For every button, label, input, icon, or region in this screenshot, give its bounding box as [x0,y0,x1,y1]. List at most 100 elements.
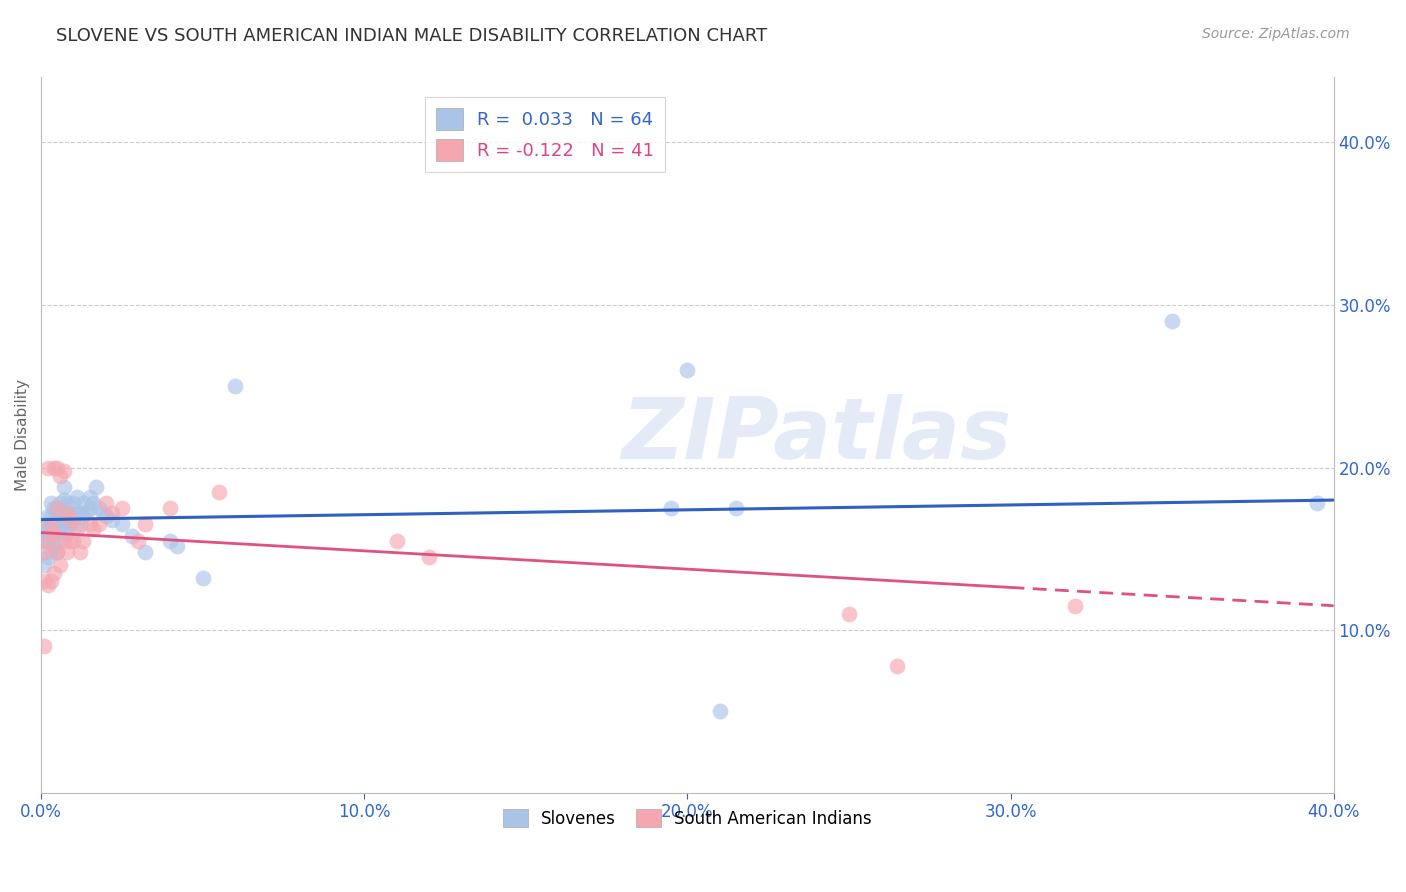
Point [121,529,143,543]
Point [49,525,72,540]
Point [66,522,89,536]
Point [224,379,246,393]
Point [56,509,79,524]
Point [37,533,59,548]
Point [39,509,62,524]
Point [49,468,72,483]
Point [94,496,117,510]
Point [82,522,104,536]
Point [59,512,82,526]
Point [49,512,72,526]
Point [34,574,56,589]
Point [37,533,59,548]
Point [709,705,731,719]
Point [94,509,117,524]
Point [385,533,408,548]
Point [191,571,214,585]
Point [1161,314,1184,328]
Point [84,480,107,494]
Point [37,577,59,591]
Point [34,533,56,548]
Point [52,533,75,548]
Point [42,501,65,516]
Point [659,501,682,516]
Point [724,501,747,516]
Point [46,533,69,548]
Point [56,496,79,510]
Point [42,525,65,540]
Point [69,506,91,520]
Point [37,517,59,532]
Point [42,539,65,553]
Point [46,545,69,559]
Point [62,496,84,510]
Text: Source: ZipAtlas.com: Source: ZipAtlas.com [1202,27,1350,41]
Point [49,496,72,510]
Point [34,517,56,532]
Point [82,496,104,510]
Point [159,533,181,548]
Point [39,574,62,589]
Point [46,522,69,536]
Point [676,363,699,377]
Point [59,506,82,520]
Point [46,460,69,475]
Point [89,501,111,516]
Point [39,529,62,543]
Point [75,506,97,520]
Point [62,512,84,526]
Point [59,517,82,532]
Point [46,512,69,526]
Point [62,533,84,548]
Point [39,545,62,559]
Point [37,509,59,524]
Text: SLOVENE VS SOUTH AMERICAN INDIAN MALE DISABILITY CORRELATION CHART: SLOVENE VS SOUTH AMERICAN INDIAN MALE DI… [56,27,768,45]
Point [418,549,440,564]
Point [56,545,79,559]
Point [101,512,124,526]
Point [34,525,56,540]
Point [46,501,69,516]
Legend: Slovenes, South American Indians: Slovenes, South American Indians [496,803,879,834]
Y-axis label: Male Disability: Male Disability [15,379,30,491]
Point [52,480,75,494]
Point [56,525,79,540]
Point [134,545,156,559]
Point [37,460,59,475]
Point [111,501,134,516]
Point [79,501,101,516]
Point [91,506,114,520]
Point [34,545,56,559]
Point [72,496,94,510]
Point [69,517,91,532]
Point [79,490,101,504]
Point [111,517,134,532]
Point [39,517,62,532]
Point [89,517,111,532]
Point [42,525,65,540]
Point [46,501,69,516]
Point [46,545,69,559]
Point [1306,496,1329,510]
Point [101,506,124,520]
Text: ZIPatlas: ZIPatlas [621,393,1012,476]
Point [49,558,72,573]
Point [79,517,101,532]
Point [42,512,65,526]
Point [72,509,94,524]
Point [838,607,860,621]
Point [34,558,56,573]
Point [56,506,79,520]
Point [166,539,188,553]
Point [52,517,75,532]
Point [159,501,181,516]
Point [39,517,62,532]
Point [886,658,908,673]
Point [134,517,156,532]
Point [37,549,59,564]
Point [34,640,56,654]
Point [127,533,149,548]
Point [52,464,75,478]
Point [42,566,65,581]
Point [69,545,91,559]
